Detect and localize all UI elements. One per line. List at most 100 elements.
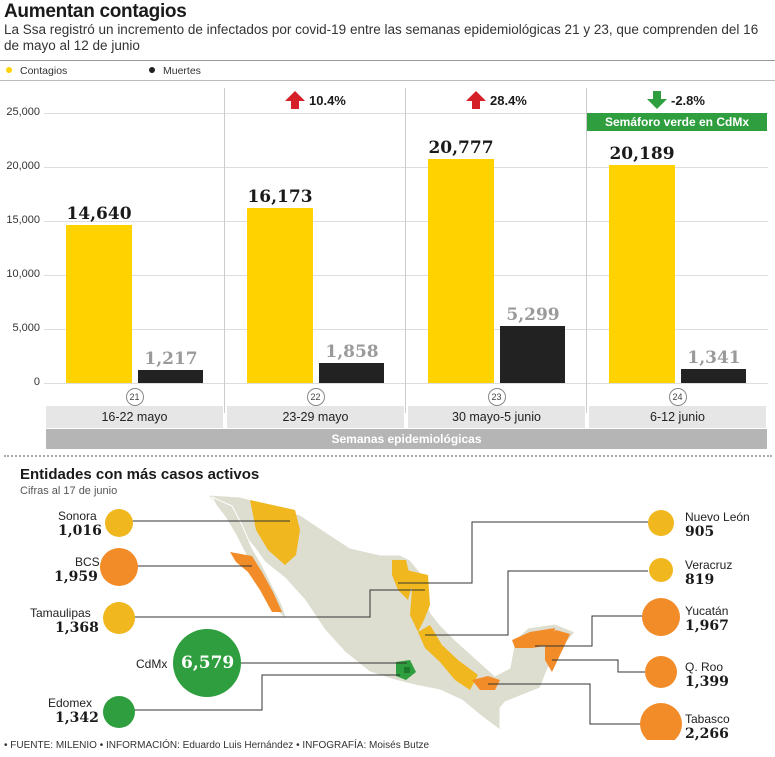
state-value-veracruz: 819: [685, 572, 715, 588]
bubble-nuevo-leon: [648, 510, 674, 536]
state-name-yucatan: Yucatán: [685, 604, 729, 618]
state-value-tabasco: 2,266: [685, 726, 729, 742]
state-name-nuevo-leon: Nuevo León: [685, 510, 750, 524]
state-value-sonora: 1,016: [58, 523, 102, 539]
state-name-qroo: Q. Roo: [685, 660, 724, 674]
week-range-label: 16-22 mayo: [46, 406, 223, 428]
legend-muertes: Muertes: [149, 65, 201, 77]
leader-veracruz: [425, 570, 648, 636]
bar-muertes: [319, 362, 384, 383]
state-name-edomex: Edomex: [48, 696, 93, 710]
bubble-sonora: [105, 509, 133, 537]
percent-change-label: -2.8%: [671, 93, 705, 108]
y-tick-label: 10,000: [6, 268, 40, 280]
yucatan-region: [512, 628, 555, 648]
legend-label: Muertes: [163, 65, 201, 77]
week-number-badge: 22: [306, 388, 325, 406]
leader-edomex: [132, 674, 400, 711]
gridline: [44, 329, 768, 330]
y-tick-label: 15,000: [6, 214, 40, 226]
data-label-contagios: 14,640: [66, 203, 132, 224]
data-label-contagios: 20,189: [609, 143, 675, 164]
bar-muertes: [138, 369, 203, 383]
y-tick-label: 25,000: [6, 106, 40, 118]
data-label-contagios: 20,777: [428, 137, 494, 158]
leader-tamaulipas: [132, 589, 425, 618]
chart-subtitle: La Ssa registró un incremento de infecta…: [4, 22, 759, 53]
bubble-tamaulipas: [103, 602, 135, 634]
arrow-up-icon: [285, 91, 305, 109]
state-value-tamaulipas: 1,368: [55, 620, 99, 636]
state-value-nuevo-leon: 905: [685, 524, 715, 540]
veracruz-region: [418, 625, 478, 690]
bubble-tabasco: [640, 703, 682, 740]
bubble-qroo: [645, 656, 677, 688]
week-number-badge: 23: [487, 388, 506, 406]
gridline: [44, 275, 768, 276]
state-value-cdmx: 6,579: [181, 653, 235, 673]
section-divider: [4, 455, 772, 457]
state-value-yucatan: 1,967: [685, 618, 729, 634]
y-tick-label: 0: [33, 376, 40, 388]
arrow-up-icon: [466, 91, 486, 109]
arrow-down-icon: [647, 91, 667, 109]
gridline: [44, 167, 768, 168]
bubble-yucatan: [642, 598, 680, 636]
bubble-veracruz: [649, 558, 673, 582]
bar-contagios: [609, 164, 675, 383]
percent-change-label: 28.4%: [490, 93, 527, 108]
state-name-sonora: Sonora: [58, 509, 97, 523]
bubble-edomex: [103, 696, 135, 728]
leader-lines: [132, 520, 648, 725]
y-tick-label: 20,000: [6, 160, 40, 172]
legend-swatch-muertes: [149, 67, 155, 73]
tamaulipas-region: [406, 570, 430, 632]
state-name-veracruz: Veracruz: [685, 558, 733, 572]
legend-contagios: Contagios: [6, 65, 67, 77]
week-separator: [224, 88, 225, 413]
legend-label: Contagios: [20, 65, 68, 77]
percent-change-label: 10.4%: [309, 93, 346, 108]
gridline: [44, 113, 768, 114]
gridline: [44, 221, 768, 222]
state-name-cdmx: CdMx: [136, 657, 168, 671]
map-title: Entidades con más casos activos: [20, 466, 260, 483]
source-credit: • FUENTE: MILENIO • INFORMACIÓN: Eduardo…: [4, 740, 430, 751]
data-label-muertes: 1,217: [144, 348, 198, 369]
state-name-tamaulipas: Tamaulipas: [30, 606, 91, 620]
legend-swatch-contagios: [6, 67, 12, 73]
bubble-bcs: [100, 548, 138, 586]
bar-contagios: [66, 224, 132, 383]
state-value-edomex: 1,342: [55, 710, 99, 726]
bar-muertes: [500, 325, 565, 383]
leader-qroo: [552, 659, 648, 673]
gridline: [44, 383, 768, 384]
state-name-tabasco: Tabasco: [685, 712, 730, 726]
y-tick-label: 5,000: [12, 322, 40, 334]
x-axis-title: Semanas epidemiológicas: [46, 429, 767, 449]
week-number-badge: 21: [125, 388, 144, 406]
header-rule: [0, 60, 775, 61]
data-label-muertes: 5,299: [506, 304, 560, 325]
data-label-muertes: 1,858: [325, 341, 379, 362]
bcs-region: [230, 552, 282, 612]
qroo-region: [545, 630, 570, 672]
week-range-label: 6-12 junio: [589, 406, 766, 428]
week-separator: [586, 88, 587, 413]
data-label-contagios: 16,173: [247, 187, 313, 208]
week-range-label: 30 mayo-5 junio: [408, 406, 585, 428]
state-value-qroo: 1,399: [685, 674, 729, 690]
leader-tabasco: [488, 683, 648, 725]
sonora-region: [250, 500, 300, 565]
state-value-bcs: 1,959: [54, 569, 98, 585]
semaforo-badge: Semáforo verde en CdMx: [587, 113, 767, 131]
chart-title: Aumentan contagios: [4, 1, 187, 22]
state-name-bcs: BCS: [75, 555, 100, 569]
bubble-cdmx: [173, 629, 241, 697]
leader-yucatan: [535, 615, 648, 647]
tabasco-region: [472, 676, 500, 690]
week-number-badge: 24: [668, 388, 687, 406]
bar-contagios: [247, 208, 313, 383]
week-separator: [405, 88, 406, 413]
bar-contagios: [428, 158, 494, 383]
